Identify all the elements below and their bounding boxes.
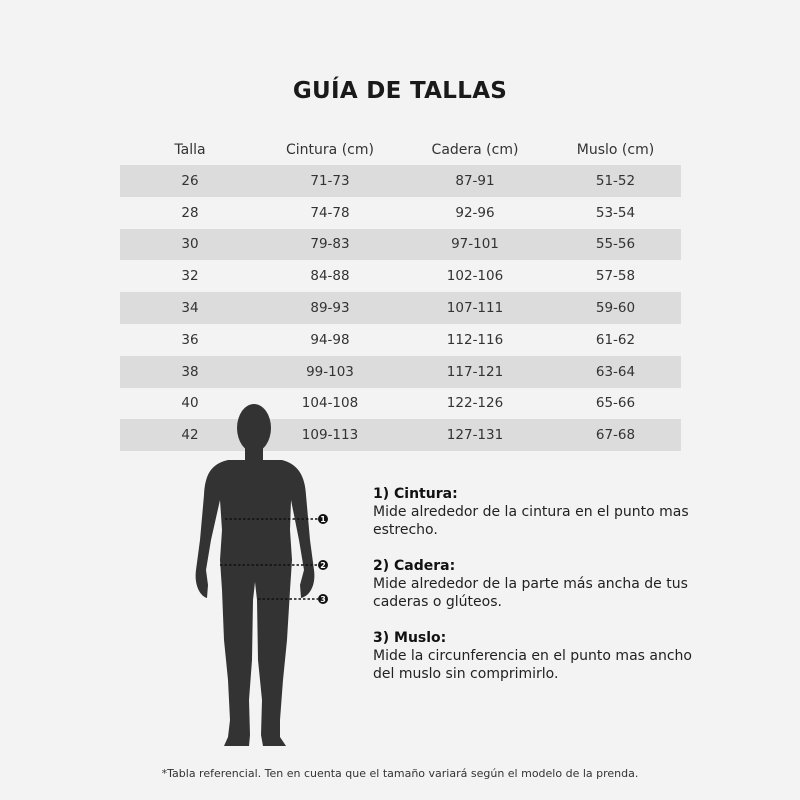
cell-muslo: 51-52 xyxy=(595,172,636,189)
human-silhouette-icon xyxy=(195,404,315,746)
table-row: 42 109-113 127-131 67-68 xyxy=(120,419,681,452)
note-text: Mide alrededor de la parte más ancha de … xyxy=(373,576,688,610)
cell-cadera: 97-101 xyxy=(451,236,499,253)
cell-cadera: 127-131 xyxy=(446,427,504,444)
table-row: 38 99-103 117-121 63-64 xyxy=(120,355,681,388)
header-muslo: Muslo (cm) xyxy=(576,141,655,158)
cell-cintura: 104-108 xyxy=(301,395,359,412)
table-row: 30 79-83 97-101 55-56 xyxy=(120,228,681,261)
cell-cadera: 117-121 xyxy=(446,363,504,380)
cell-cadera: 122-126 xyxy=(446,395,504,412)
marker-3: 3 xyxy=(318,594,328,604)
cell-talla: 38 xyxy=(181,363,199,380)
cell-cintura: 94-98 xyxy=(310,331,350,348)
note-heading: 2) Cadera: xyxy=(373,558,456,574)
cell-talla: 30 xyxy=(181,236,199,253)
cell-muslo: 61-62 xyxy=(595,331,636,348)
note-heading: 1) Cintura: xyxy=(373,486,458,502)
table-row: 26 71-73 87-91 51-52 xyxy=(120,165,681,197)
marker-1: 1 xyxy=(318,514,328,524)
cell-cintura: 109-113 xyxy=(301,427,359,444)
cell-cadera: 107-111 xyxy=(446,300,504,317)
cell-muslo: 53-54 xyxy=(595,204,636,221)
cell-cintura: 84-88 xyxy=(310,268,350,285)
table-row: 28 74-78 92-96 53-54 xyxy=(120,197,681,229)
cell-talla: 42 xyxy=(181,427,199,444)
cell-talla: 28 xyxy=(181,204,199,221)
cell-muslo: 55-56 xyxy=(595,236,636,253)
cell-cintura: 71-73 xyxy=(310,172,350,189)
cell-talla: 26 xyxy=(181,172,199,189)
cell-cadera: 92-96 xyxy=(455,204,495,221)
cell-muslo: 67-68 xyxy=(595,427,636,444)
marker-2: 2 xyxy=(318,560,328,570)
cell-talla: 36 xyxy=(181,331,199,348)
footnote: *Tabla referencial. Ten en cuenta que el… xyxy=(161,767,639,780)
cell-muslo: 59-60 xyxy=(595,300,636,317)
cell-cintura: 79-83 xyxy=(310,236,350,253)
cell-cintura: 89-93 xyxy=(310,300,350,317)
cell-muslo: 57-58 xyxy=(595,268,636,285)
table-row: 40 104-108 122-126 65-66 xyxy=(120,388,681,420)
measurement-notes: 1) Cintura: Mide alrededor de la cintura… xyxy=(373,485,693,701)
header-talla: Talla xyxy=(174,141,206,158)
page-title: GUÍA DE TALLAS xyxy=(292,78,508,104)
note-muslo: 3) Muslo: Mide la circunferencia en el p… xyxy=(373,629,693,683)
note-text: Mide la circunferencia en el punto mas a… xyxy=(373,648,692,682)
header-cintura: Cintura (cm) xyxy=(286,141,374,158)
cell-talla: 32 xyxy=(181,268,199,285)
cell-talla: 34 xyxy=(181,300,199,317)
marker-2-label: 2 xyxy=(320,561,326,570)
note-heading: 3) Muslo: xyxy=(373,630,447,646)
marker-1-label: 1 xyxy=(320,515,326,524)
table-row: 34 89-93 107-111 59-60 xyxy=(120,292,681,324)
cell-cintura: 74-78 xyxy=(310,204,350,221)
table-header: Talla Cintura (cm) Cadera (cm) Muslo (cm… xyxy=(120,134,681,165)
table-row: 36 94-98 112-116 61-62 xyxy=(120,324,681,356)
cell-talla: 40 xyxy=(181,395,199,412)
cell-cadera: 87-91 xyxy=(455,172,495,189)
cell-cadera: 112-116 xyxy=(446,331,504,348)
cell-cadera: 102-106 xyxy=(446,268,504,285)
cell-muslo: 63-64 xyxy=(595,363,636,380)
cell-cintura: 99-103 xyxy=(306,363,354,380)
header-cadera: Cadera (cm) xyxy=(431,141,519,158)
table-row: 32 84-88 102-106 57-58 xyxy=(120,260,681,292)
note-text: Mide alrededor de la cintura en el punto… xyxy=(373,504,689,538)
cell-muslo: 65-66 xyxy=(595,395,636,412)
marker-3-label: 3 xyxy=(320,595,326,604)
note-cadera: 2) Cadera: Mide alrededor de la parte má… xyxy=(373,557,693,611)
note-cintura: 1) Cintura: Mide alrededor de la cintura… xyxy=(373,485,693,539)
size-table: Talla Cintura (cm) Cadera (cm) Muslo (cm… xyxy=(120,134,681,452)
